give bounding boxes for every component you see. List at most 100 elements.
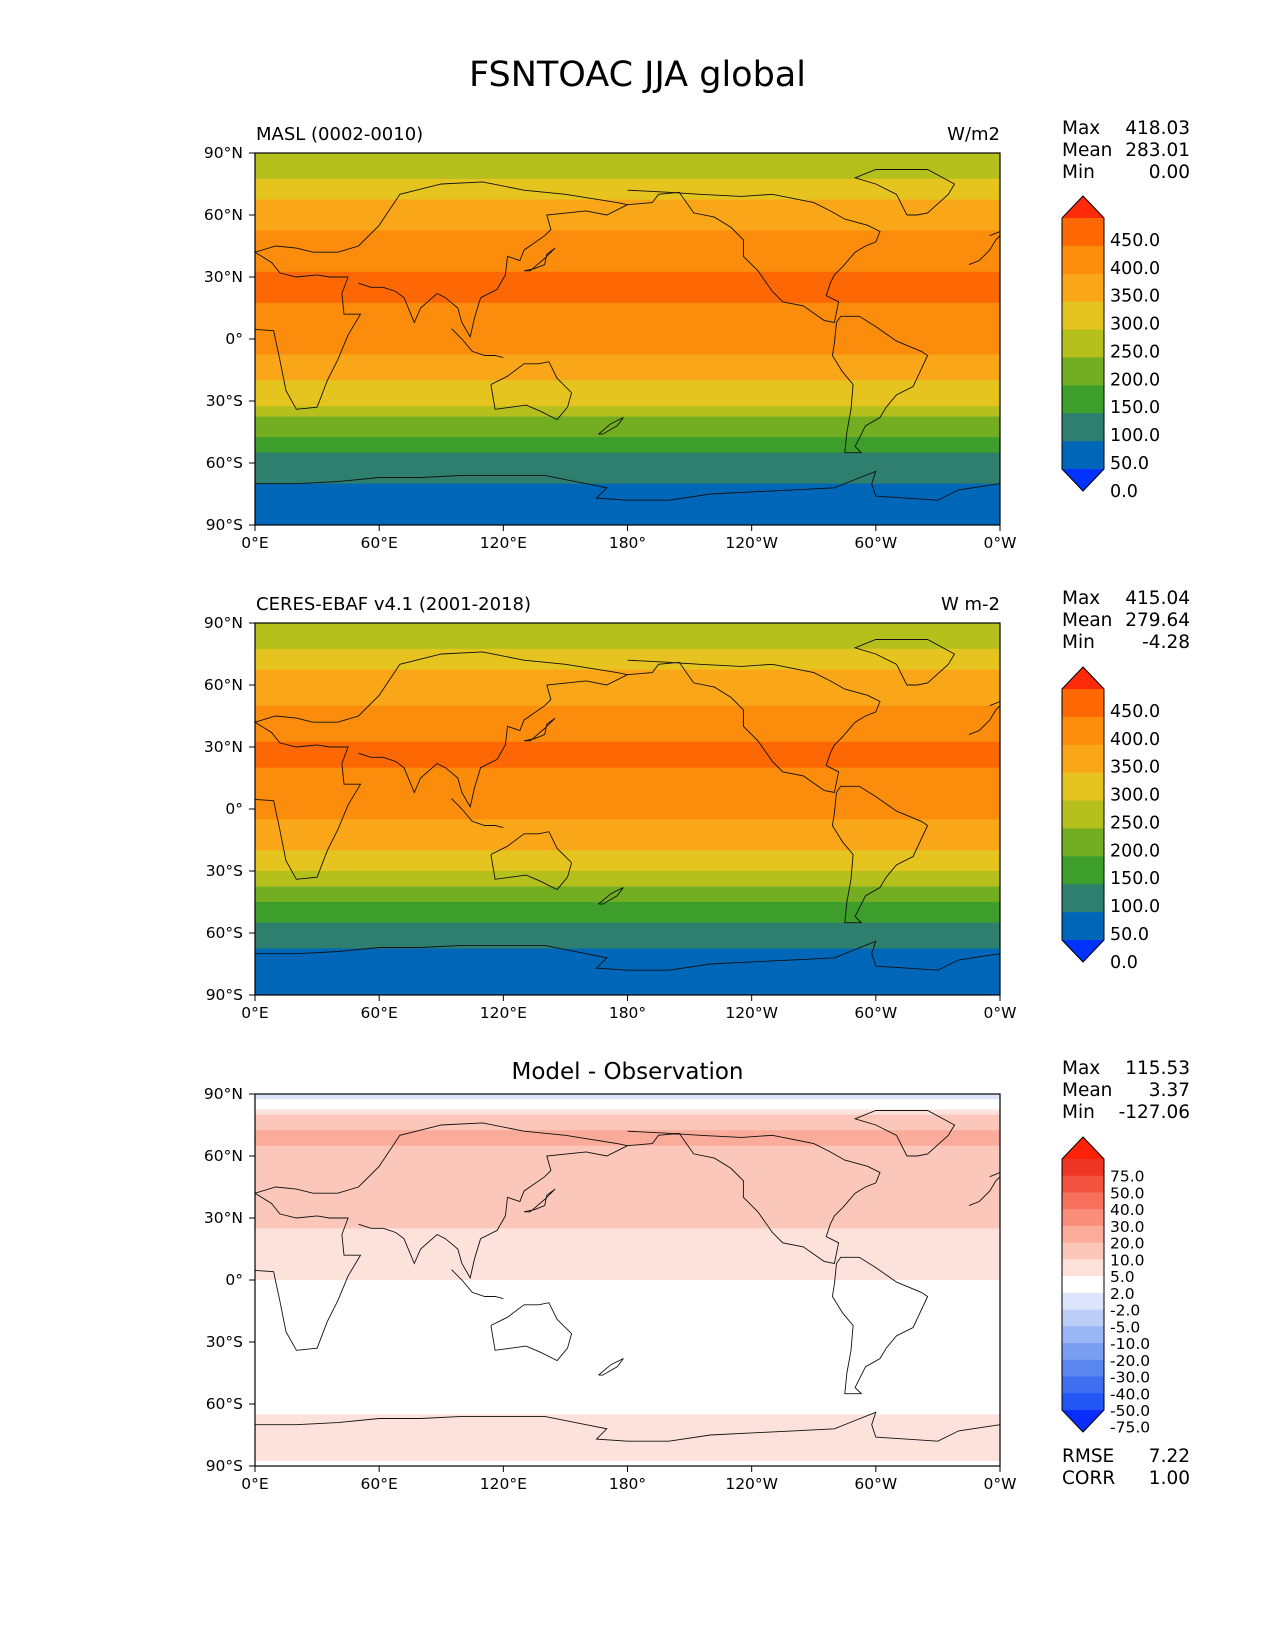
obs-min-value: -4.28: [1142, 632, 1190, 653]
x-tick-label: 180°: [609, 1004, 646, 1022]
colorbar-tick-label: 75.0: [1110, 1168, 1145, 1186]
field-band: [255, 896, 1000, 903]
field-band: [255, 1280, 1000, 1286]
field-band: [255, 726, 1000, 733]
field-band: [255, 1424, 1000, 1431]
field-band: [255, 1207, 1000, 1214]
colorbar-tick-label: 250.0: [1110, 813, 1160, 833]
field-band: [255, 648, 1000, 655]
field-band: [255, 385, 1000, 392]
field-band: [255, 209, 1000, 216]
y-tick-label: 60°S: [206, 924, 243, 942]
y-tick-label: 90°S: [206, 516, 243, 534]
coastline: [853, 639, 956, 686]
field-band: [255, 488, 1000, 495]
field-band: [255, 659, 1000, 665]
colorbar-obs: 450.0 400.0 350.0 300.0 250.0 200.0 150.0 100.0…: [1061, 666, 1160, 973]
y-tick-label: 30°N: [204, 1209, 243, 1227]
field-band: [255, 158, 1000, 164]
field-band: [255, 1398, 1000, 1405]
field-band: [255, 860, 1000, 867]
colorbar-tick-label: 20.0: [1110, 1235, 1145, 1253]
map-field-obs: [255, 623, 1000, 995]
colorbar-extend-max: [1062, 667, 1104, 689]
y-tick-label: 90°N: [204, 614, 243, 632]
field-band: [255, 840, 1000, 846]
field-band: [255, 907, 1000, 913]
field-band: [255, 1393, 1000, 1400]
field-band: [255, 829, 1000, 836]
field-band: [255, 1269, 1000, 1276]
field-band: [255, 783, 1000, 789]
field-band: [255, 1233, 1000, 1240]
field-band: [255, 1249, 1000, 1255]
field-band: [255, 1114, 1000, 1121]
diff-max-value: 115.53: [1125, 1058, 1190, 1079]
field-band: [255, 984, 1000, 991]
field-band: [255, 850, 1000, 857]
colorbar-bin: [1062, 413, 1104, 442]
colorbar-bin: [1062, 1242, 1104, 1260]
panel-obs-title: CERES-EBAF v4.1 (2001-2018): [256, 594, 532, 615]
colorbar-tick-label: 50.0: [1110, 454, 1149, 474]
field-band: [255, 483, 1000, 490]
diff-mean-label: Mean: [1062, 1080, 1113, 1101]
field-band: [255, 1187, 1000, 1193]
field-band: [255, 442, 1000, 449]
field-band: [255, 674, 1000, 681]
colorbar-outline: [1061, 195, 1105, 492]
x-tick-label: 120°E: [480, 1475, 527, 1493]
field-band: [255, 509, 1000, 516]
field-band: [255, 865, 1000, 872]
colorbar-bin: [1062, 1359, 1104, 1378]
field-band: [255, 1099, 1000, 1105]
field-band: [255, 974, 1000, 981]
field-band: [255, 194, 1000, 201]
field-band: [255, 1212, 1000, 1219]
colorbar-outline: [1061, 666, 1105, 963]
colorbar-bin: [1062, 1276, 1104, 1294]
x-tick-label: 60°W: [854, 534, 897, 552]
field-band: [255, 519, 1000, 525]
coastline: [358, 204, 628, 339]
colorbar-bin: [1062, 1192, 1104, 1210]
field-band: [255, 308, 1000, 314]
x-tick-label: 60°W: [854, 1004, 897, 1022]
field-band: [255, 370, 1000, 376]
x-tick-label: 0°E: [241, 1475, 268, 1493]
field-band: [255, 1104, 1000, 1111]
field-band: [255, 354, 1000, 361]
coastline: [627, 1130, 881, 1265]
obs-max-label: Max: [1062, 588, 1101, 609]
field-band: [255, 1300, 1000, 1307]
colorbar-tick-label: 350.0: [1110, 287, 1160, 307]
colorbar-bin: [1062, 1225, 1104, 1244]
field-band: [255, 1305, 1000, 1312]
field-band: [255, 277, 1000, 283]
field-band: [255, 1429, 1000, 1436]
field-band: [255, 1383, 1000, 1390]
y-tick-label: 90°S: [206, 986, 243, 1004]
field-band: [255, 1130, 1000, 1136]
obs-min-label: Min: [1062, 632, 1095, 653]
field-band: [255, 958, 1000, 965]
colorbar-tick-label: 0.0: [1110, 953, 1138, 973]
field-band: [255, 328, 1000, 335]
field-band: [255, 731, 1000, 738]
field-band: [255, 401, 1000, 407]
colorbar-tick-label: 250.0: [1110, 342, 1160, 362]
field-band: [255, 1326, 1000, 1333]
field-band: [255, 494, 1000, 500]
field-band: [255, 876, 1000, 882]
field-band: [255, 891, 1000, 898]
y-tick-label: 60°N: [204, 676, 243, 694]
field-band: [255, 215, 1000, 221]
coastline: [255, 1192, 362, 1351]
field-band: [255, 313, 1000, 319]
field-band: [255, 421, 1000, 428]
colorbar-tick-label: 350.0: [1110, 758, 1160, 778]
coastline: [831, 785, 929, 924]
y-tick-label: 30°S: [206, 862, 243, 880]
field-band: [255, 690, 1000, 696]
